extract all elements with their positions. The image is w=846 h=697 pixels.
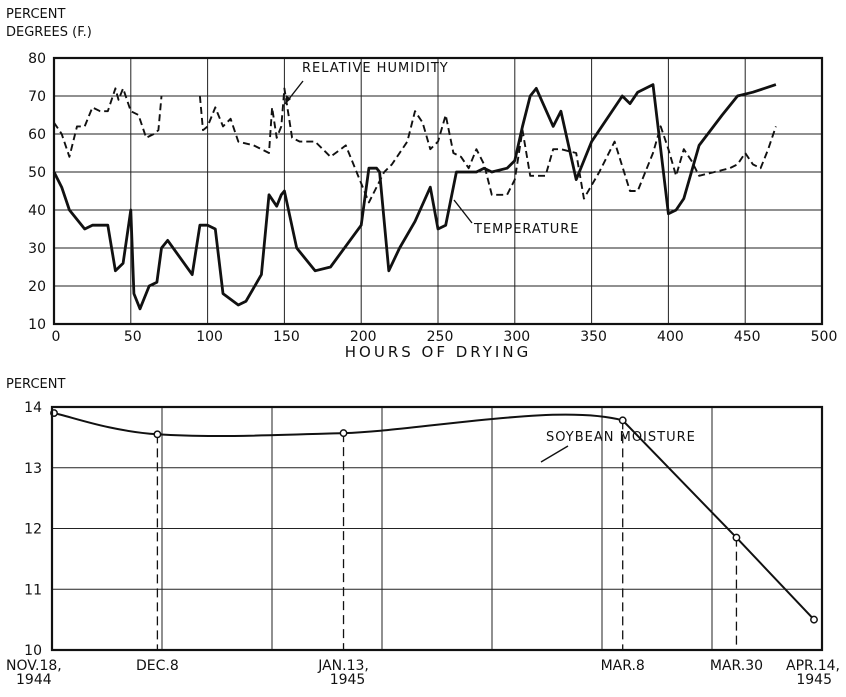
date-label: NOV.18, xyxy=(6,658,62,674)
top-grid xyxy=(54,58,822,324)
top-y-tick-label: 10 xyxy=(28,317,46,333)
top-ylabel-line2: DEGREES (F.) xyxy=(6,25,92,40)
top-series xyxy=(52,83,777,311)
date-label: MAR.30 xyxy=(710,658,763,674)
top-xlabel: HOURS OF DRYING xyxy=(345,343,531,361)
bottom-chart: PERCENT 10 11 12 13 14 NOV.18,1944 DEC.8 JAN.1… xyxy=(6,377,840,688)
date-year-label: 1945 xyxy=(796,672,832,688)
soybean-moisture-point xyxy=(153,430,162,439)
series-temperature-line xyxy=(52,83,777,311)
bottom-y-tick-label: 11 xyxy=(24,582,42,598)
top-y-tick-label: 80 xyxy=(28,51,46,67)
soybean-moisture-point xyxy=(618,416,627,425)
top-y-tick-label: 50 xyxy=(28,165,46,181)
date-label: JAN.13, xyxy=(317,658,369,674)
top-x-tick-label: 400 xyxy=(657,329,684,345)
soybean-moisture-point xyxy=(732,533,741,542)
top-x-tick-label: 50 xyxy=(124,329,142,345)
bottom-ylabel: PERCENT xyxy=(6,377,65,392)
top-x-tick-label: 150 xyxy=(273,329,300,345)
bottom-y-tick-label: 12 xyxy=(24,522,42,538)
top-x-tick-label: 100 xyxy=(196,329,223,345)
series-soybean-moisture-line xyxy=(53,412,815,621)
series-relative-humidity-line xyxy=(198,87,777,204)
bottom-grid xyxy=(52,407,822,650)
top-x-tick-label: 450 xyxy=(734,329,761,345)
top-y-tick-label: 40 xyxy=(28,203,46,219)
top-plot-frame xyxy=(52,56,824,326)
series-relative-humidity-line xyxy=(53,87,163,158)
top-x-tick-label: 0 xyxy=(52,329,61,345)
top-y-tick-labels: 10 20 30 40 50 60 70 80 xyxy=(28,51,46,333)
date-year-label: 1944 xyxy=(16,672,52,688)
date-year-label: 1945 xyxy=(330,672,366,688)
top-x-tick-label: 500 xyxy=(811,329,838,345)
bottom-plot-frame xyxy=(50,405,824,652)
top-y-tick-label: 20 xyxy=(28,279,46,295)
date-label: APR.14, xyxy=(786,658,840,674)
soybean-moisture-point xyxy=(810,615,818,624)
annotation-relative-humidity: RELATIVE HUMIDITY xyxy=(302,61,449,76)
bottom-series xyxy=(50,409,818,624)
top-x-tick-labels: 0 50 100 150 200 250 300 350 400 450 500 xyxy=(52,329,838,345)
annotation-soybean-moisture: SOYBEAN MOISTURE xyxy=(546,430,696,445)
bottom-y-tick-labels: 10 11 12 13 14 xyxy=(24,400,42,659)
top-ylabel-line1: PERCENT xyxy=(6,7,65,22)
date-label: DEC.8 xyxy=(136,658,179,674)
bottom-y-tick-label: 14 xyxy=(24,400,42,416)
bottom-y-tick-label: 10 xyxy=(24,643,42,659)
top-y-tick-label: 70 xyxy=(28,89,46,105)
top-x-tick-label: 350 xyxy=(580,329,607,345)
date-label: MAR.8 xyxy=(601,658,645,674)
top-y-tick-label: 60 xyxy=(28,127,46,143)
annotation-temperature: TEMPERATURE xyxy=(473,222,580,237)
top-y-tick-label: 30 xyxy=(28,241,46,257)
top-chart: PERCENT DEGREES (F.) 10 20 30 40 50 60 70 80 0 5… xyxy=(6,7,837,361)
bottom-date-drop-lines xyxy=(156,420,738,650)
soybean-moisture-leader-line xyxy=(540,445,569,463)
top-x-tick-label: 200 xyxy=(350,329,377,345)
bottom-y-tick-label: 13 xyxy=(24,461,42,477)
top-x-tick-label: 250 xyxy=(427,329,454,345)
soybean-moisture-point xyxy=(339,429,348,438)
temperature-leader-line xyxy=(453,199,473,224)
top-x-tick-label: 300 xyxy=(503,329,530,345)
relative-humidity-leader-arrowhead xyxy=(285,95,291,104)
